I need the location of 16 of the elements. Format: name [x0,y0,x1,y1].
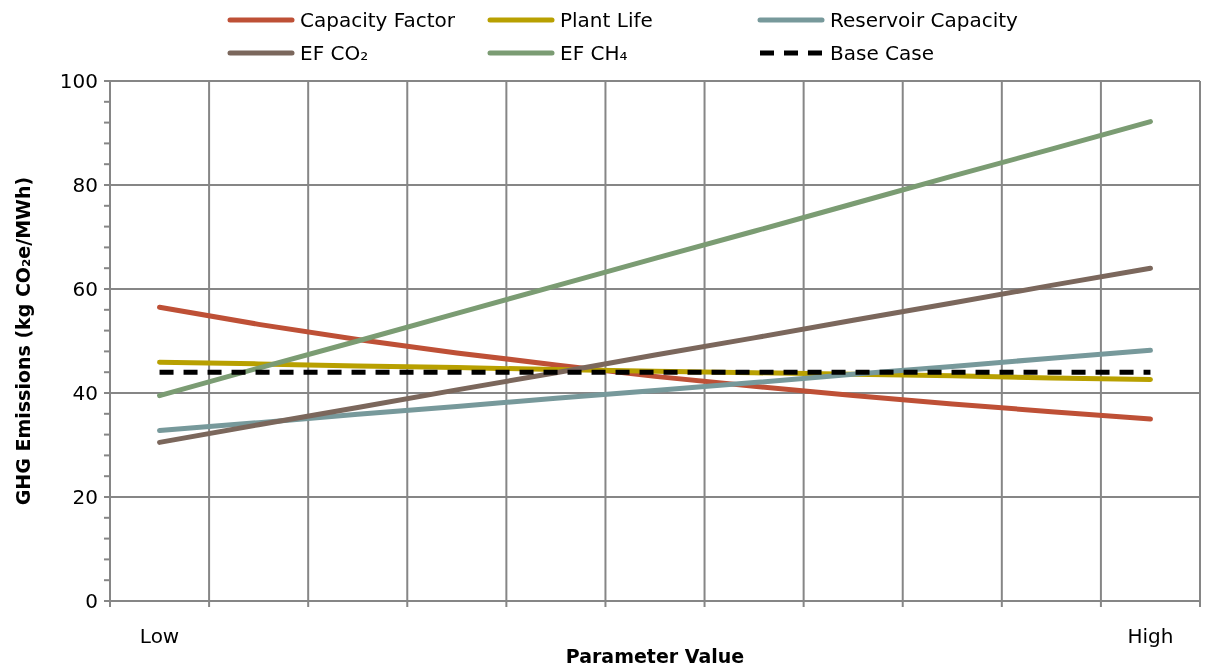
legend-label: Base Case [830,41,935,65]
y-tick-label: 40 [72,381,98,405]
legend-label: Plant Life [560,8,653,32]
y-axis-title: GHG Emissions (kg CO₂e/MWh) [12,176,34,506]
x-axis-title: Parameter Value [565,645,745,667]
y-tick-label: 0 [85,589,98,613]
y-tick-label: 80 [72,173,98,197]
legend-label: EF CO₂ [300,41,369,65]
y-tick-label: 20 [72,485,98,509]
x-tick-label: High [1127,624,1174,648]
legend-label: Capacity Factor [300,8,456,32]
y-tick-label: 60 [72,277,98,301]
legend-label: EF CH₄ [560,41,628,65]
legend-label: Reservoir Capacity [830,8,1019,32]
x-tick-label: Low [139,624,180,648]
y-tick-label: 100 [59,69,98,93]
